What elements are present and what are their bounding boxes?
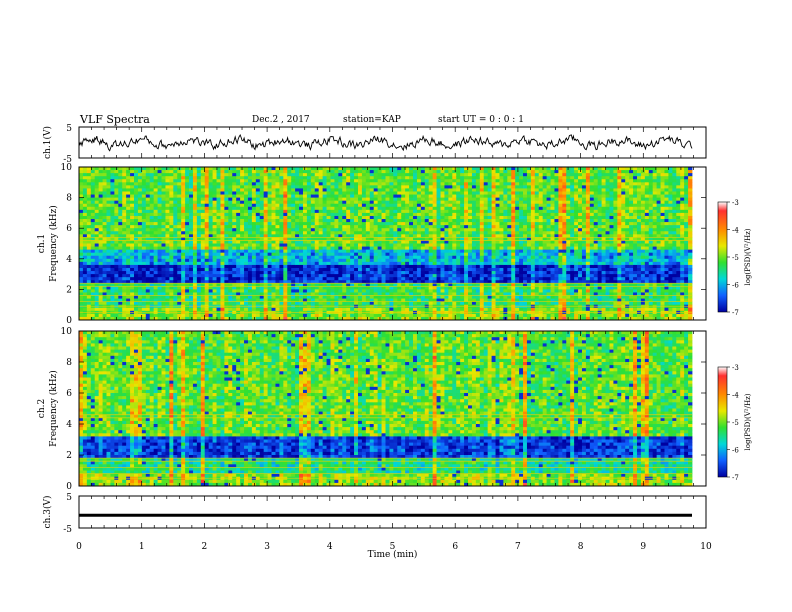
colorbar-tick-label: -5	[732, 254, 739, 262]
xtick-label: 3	[264, 542, 270, 552]
colorbar-tick-label: -6	[732, 447, 739, 455]
ch2-spectrogram-cells	[79, 331, 693, 487]
colorbar-tick-label: -7	[732, 474, 739, 482]
colorbar-tick-label: -5	[732, 419, 739, 427]
ytick-label: 10	[61, 163, 73, 173]
ch1-waveform-trace	[78, 133, 693, 152]
ch2-colorbar-label: log(PSD)(V²/Hz)	[744, 393, 752, 450]
ch2-colorbar	[717, 366, 728, 478]
xtick-label: 7	[515, 542, 521, 552]
y-axis-label: ch.1(V)	[42, 126, 53, 159]
ch2-channel-label: ch.2	[37, 399, 47, 418]
chart-title: VLF Spectra	[80, 113, 150, 126]
ytick-label: -5	[63, 525, 72, 535]
start-time-label: start UT = 0 : 0 : 1	[438, 115, 524, 125]
ytick-label: 10	[61, 327, 73, 337]
colorbar-tick-label: -4	[732, 392, 739, 400]
colorbar-tick-label: -3	[732, 199, 739, 207]
date-label: Dec.2 , 2017	[252, 115, 310, 125]
ch1-colorbar-label: log(PSD)(V²/Hz)	[744, 228, 752, 285]
xtick-label: 0	[76, 542, 82, 552]
ch1-channel-label: ch.1	[37, 234, 47, 253]
ytick-label: 6	[66, 224, 72, 234]
colorbar-tick-label: -7	[732, 309, 739, 317]
ytick-label: 0	[66, 482, 72, 492]
xtick-label: 9	[640, 542, 646, 552]
xtick-label: 2	[202, 542, 208, 552]
colorbar-tick-label: -3	[732, 364, 739, 372]
x-axis-label: Time (min)	[368, 549, 418, 560]
colorbar-tick-label: -6	[732, 282, 739, 290]
xtick-label: 8	[578, 542, 584, 552]
xtick-label: 4	[327, 542, 333, 552]
ytick-label: 4	[66, 255, 72, 265]
ytick-label: 5	[66, 493, 72, 503]
ch1-ylabel: Frequency (kHz)	[48, 205, 59, 282]
xtick-label: 1	[139, 542, 145, 552]
ytick-label: 6	[66, 389, 72, 399]
ytick-label: 2	[66, 451, 72, 461]
xtick-label: 10	[700, 542, 712, 552]
xtick-label: 6	[452, 542, 458, 552]
ch1-spectrogram-cells	[79, 167, 693, 321]
ch1-colorbar	[717, 201, 728, 313]
xtick-label: 5	[390, 542, 396, 552]
colorbar-tick-label: -4	[732, 227, 739, 235]
ytick-label: 8	[66, 194, 72, 204]
station-label: station=KAP	[343, 115, 401, 125]
ytick-label: 4	[66, 420, 72, 430]
ytick-label: -5	[63, 155, 72, 165]
ch2-ylabel: Frequency (kHz)	[48, 370, 59, 447]
ytick-label: 5	[66, 124, 72, 134]
ytick-label: 8	[66, 358, 72, 368]
ytick-label: 0	[66, 316, 72, 326]
y-axis-label: ch.3(V)	[42, 496, 53, 529]
ytick-label: 2	[66, 285, 72, 295]
